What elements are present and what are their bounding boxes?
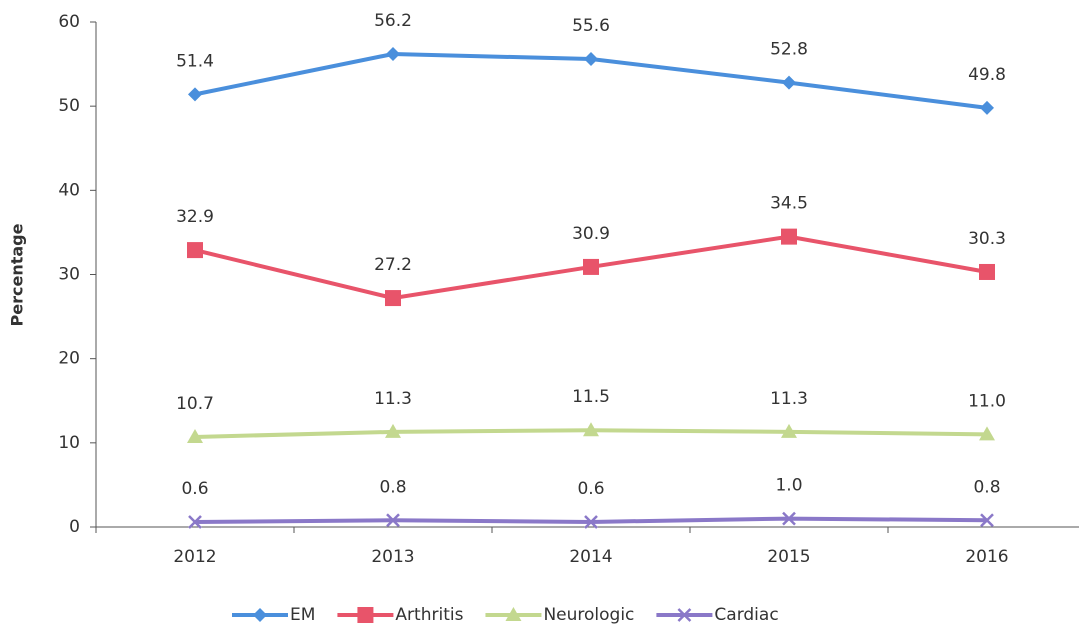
point xyxy=(187,242,203,259)
point xyxy=(386,46,400,61)
data-label: 11.3 xyxy=(770,389,808,409)
data-label: 10.7 xyxy=(176,394,214,414)
x-tick-label: 2012 xyxy=(173,547,216,567)
y-axis-label: Percentage xyxy=(8,223,27,326)
point xyxy=(188,515,202,529)
data-label: 11.5 xyxy=(572,387,610,407)
legend-label: Cardiac xyxy=(714,605,778,625)
y-tick-label: 40 xyxy=(58,180,80,200)
y-tick-label: 20 xyxy=(58,349,80,369)
data-label: 27.2 xyxy=(374,255,412,275)
point xyxy=(979,263,995,280)
point xyxy=(584,52,598,67)
data-label: 55.6 xyxy=(572,16,610,36)
data-label: 0.8 xyxy=(379,477,406,497)
data-label: 1.0 xyxy=(775,476,802,496)
x-tick-label: 2013 xyxy=(371,547,414,567)
data-label: 0.8 xyxy=(973,477,1000,497)
data-label: 51.4 xyxy=(176,51,214,71)
point xyxy=(385,423,401,438)
point xyxy=(584,515,598,529)
point xyxy=(583,258,599,275)
point xyxy=(781,228,797,245)
point xyxy=(188,87,202,102)
point xyxy=(782,511,796,526)
legend-label: EM xyxy=(290,605,315,625)
point xyxy=(386,513,400,528)
data-label: 30.9 xyxy=(572,224,610,244)
legend-marker xyxy=(253,608,267,622)
point xyxy=(781,423,797,438)
legend-marker xyxy=(677,608,692,622)
data-label: 32.9 xyxy=(176,207,214,227)
data-label: 11.3 xyxy=(374,389,412,409)
x-tick-label: 2016 xyxy=(965,547,1008,567)
legend-label: Neurologic xyxy=(543,605,634,625)
data-label: 56.2 xyxy=(374,11,412,31)
legend-marker xyxy=(505,607,522,621)
data-label: 34.5 xyxy=(770,194,808,214)
data-label: 11.0 xyxy=(968,391,1006,411)
x-tick-label: 2014 xyxy=(569,547,612,567)
data-label: 52.8 xyxy=(770,40,808,60)
data-label: 0.6 xyxy=(181,479,208,499)
x-tick-label: 2015 xyxy=(767,547,810,567)
data-label: 0.6 xyxy=(577,479,604,499)
legend-marker xyxy=(357,607,374,623)
y-tick-label: 30 xyxy=(58,265,80,285)
y-tick-label: 0 xyxy=(69,517,80,537)
y-tick-label: 50 xyxy=(58,96,80,116)
legend-label: Arthritis xyxy=(395,605,463,625)
point xyxy=(980,100,994,115)
point xyxy=(979,426,995,441)
data-label: 30.3 xyxy=(968,229,1006,249)
point xyxy=(385,290,401,307)
y-tick-label: 10 xyxy=(58,433,80,453)
point xyxy=(782,75,796,90)
y-tick-label: 60 xyxy=(58,12,80,32)
point xyxy=(583,422,599,437)
point xyxy=(187,428,203,443)
data-label: 49.8 xyxy=(968,65,1006,85)
point xyxy=(980,513,994,528)
